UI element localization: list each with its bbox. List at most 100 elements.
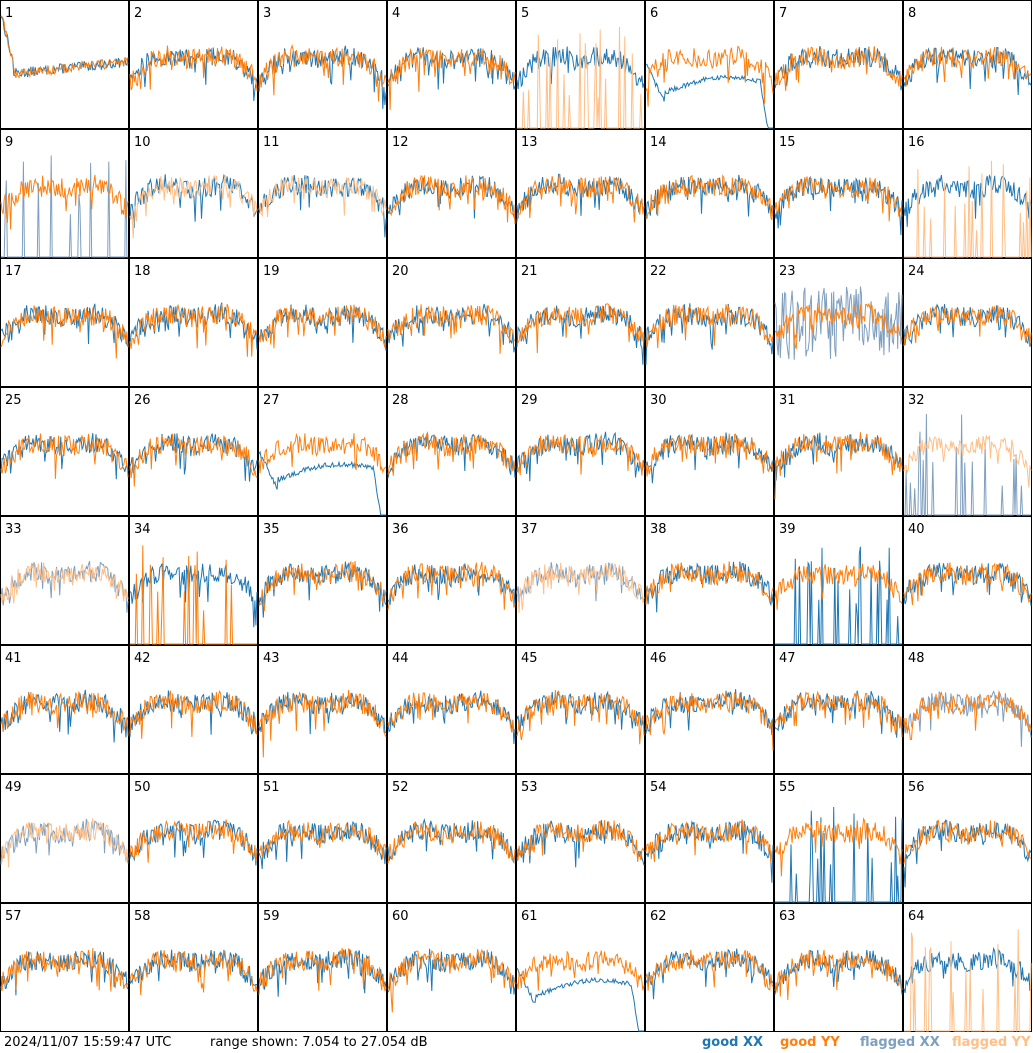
series-good-yy bbox=[258, 304, 387, 349]
series-good-xx bbox=[775, 806, 903, 903]
panel-54: 54 bbox=[645, 774, 774, 903]
series-good-xx bbox=[774, 432, 903, 481]
series-good-yy bbox=[516, 690, 645, 745]
panel-37: 37 bbox=[516, 516, 645, 645]
panel-2: 2 bbox=[129, 0, 258, 129]
panel-label: 38 bbox=[650, 522, 667, 537]
panel-label: 39 bbox=[779, 522, 796, 537]
panel-39: 39 bbox=[774, 516, 903, 645]
panel-52: 52 bbox=[387, 774, 516, 903]
series-good-yy bbox=[258, 689, 387, 758]
panel-label: 60 bbox=[392, 909, 409, 924]
series-good-yy bbox=[903, 562, 1032, 606]
panel-frame bbox=[774, 258, 903, 387]
panel-49: 49 bbox=[0, 774, 129, 903]
panel-label: 4 bbox=[392, 6, 400, 21]
panel-label: 40 bbox=[908, 522, 925, 537]
panel-label: 25 bbox=[5, 393, 22, 408]
series-flagged-xx bbox=[903, 689, 1032, 747]
series-good-xx bbox=[645, 948, 774, 1000]
series-good-yy bbox=[645, 433, 774, 477]
panel-43: 43 bbox=[258, 645, 387, 774]
panel-label: 62 bbox=[650, 909, 667, 924]
series-flagged-yy bbox=[516, 562, 645, 613]
series-flagged-yy bbox=[904, 160, 1032, 258]
panel-label: 64 bbox=[908, 909, 925, 924]
panel-label: 29 bbox=[521, 393, 538, 408]
panel-34: 34 bbox=[129, 516, 258, 645]
series-good-yy bbox=[903, 819, 1032, 864]
panel-53: 53 bbox=[516, 774, 645, 903]
series-good-yy bbox=[129, 45, 258, 92]
series-good-yy bbox=[387, 304, 516, 354]
panel-label: 45 bbox=[521, 651, 538, 666]
panel-label: 50 bbox=[134, 780, 151, 795]
series-good-yy bbox=[258, 43, 387, 102]
panel-label: 55 bbox=[779, 780, 796, 795]
series-good-xx bbox=[129, 302, 258, 350]
series-good-yy bbox=[387, 47, 516, 110]
series-good-yy bbox=[903, 46, 1032, 87]
panel-label: 19 bbox=[263, 264, 280, 279]
series-good-xx bbox=[516, 690, 645, 733]
panel-32: 32 bbox=[903, 387, 1032, 516]
panel-31: 31 bbox=[774, 387, 903, 516]
panel-label: 26 bbox=[134, 393, 151, 408]
panel-label: 6 bbox=[650, 6, 658, 21]
panel-label: 10 bbox=[134, 135, 151, 150]
panel-55: 55 bbox=[774, 774, 903, 903]
panel-57: 57 bbox=[0, 903, 129, 1032]
panel-29: 29 bbox=[516, 387, 645, 516]
series-good-xx bbox=[129, 949, 257, 986]
series-good-xx bbox=[645, 561, 774, 613]
series-good-yy bbox=[129, 433, 258, 487]
panel-11: 11 bbox=[258, 129, 387, 258]
series-flagged-yy bbox=[0, 818, 129, 868]
timestamp: 2024/11/07 15:59:47 UTC bbox=[4, 1035, 172, 1050]
series-flagged-yy bbox=[903, 435, 1032, 488]
panel-label: 1 bbox=[5, 6, 13, 21]
series-good-xx bbox=[645, 63, 773, 129]
panel-label: 27 bbox=[263, 393, 280, 408]
panel-label: 9 bbox=[5, 135, 13, 150]
panel-frame bbox=[387, 387, 516, 516]
panel-21: 21 bbox=[516, 258, 645, 387]
series-good-xx bbox=[645, 819, 774, 883]
legend-good-xx: good XX bbox=[702, 1035, 764, 1050]
series-good-xx bbox=[516, 967, 644, 1032]
series-good-yy bbox=[774, 46, 903, 91]
panel-13: 13 bbox=[516, 129, 645, 258]
panel-label: 41 bbox=[5, 651, 22, 666]
panel-62: 62 bbox=[645, 903, 774, 1032]
panel-46: 46 bbox=[645, 645, 774, 774]
panel-label: 37 bbox=[521, 522, 538, 537]
panel-label: 48 bbox=[908, 651, 925, 666]
series-good-yy bbox=[774, 176, 903, 222]
panel-18: 18 bbox=[129, 258, 258, 387]
panel-56: 56 bbox=[903, 774, 1032, 903]
series-good-yy bbox=[516, 303, 645, 354]
series-good-yy bbox=[0, 305, 129, 359]
panel-frame bbox=[258, 387, 387, 516]
panel-30: 30 bbox=[645, 387, 774, 516]
panel-61: 61 bbox=[516, 903, 645, 1032]
series-good-yy bbox=[0, 174, 129, 230]
series-good-yy bbox=[516, 174, 645, 223]
series-good-yy bbox=[645, 45, 774, 107]
series-flagged-yy bbox=[129, 174, 258, 239]
series-good-yy bbox=[774, 949, 903, 1001]
panel-63: 63 bbox=[774, 903, 903, 1032]
series-flagged-yy bbox=[904, 929, 1032, 1032]
panel-label: 47 bbox=[779, 651, 796, 666]
series-good-xx bbox=[129, 433, 258, 482]
panel-label: 24 bbox=[908, 264, 925, 279]
series-good-xx bbox=[258, 949, 387, 997]
range-text: range shown: 7.054 to 27.054 dB bbox=[210, 1035, 428, 1050]
panel-label: 28 bbox=[392, 393, 409, 408]
panel-1: 1 bbox=[0, 0, 129, 129]
panel-4: 4 bbox=[387, 0, 516, 129]
panel-14: 14 bbox=[645, 129, 774, 258]
series-flagged-yy bbox=[517, 26, 644, 129]
series-good-yy bbox=[258, 819, 387, 859]
series-good-yy bbox=[774, 816, 903, 877]
